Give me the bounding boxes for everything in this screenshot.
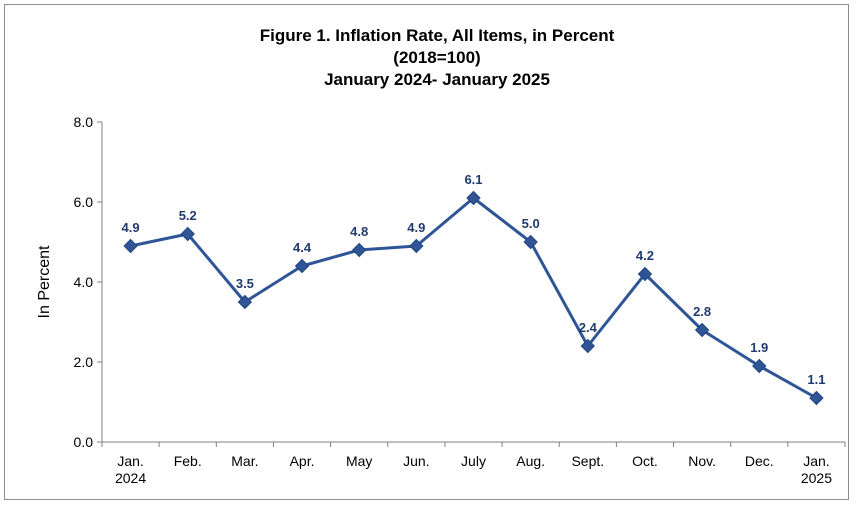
data-label: 3.5: [236, 276, 254, 291]
x-tick-label: Jan.: [803, 453, 829, 469]
data-point-marker: [237, 294, 253, 310]
x-tick-label: Nov.: [688, 453, 716, 469]
data-point-marker: [466, 190, 481, 206]
chart-title-line-2: (2018=100): [393, 48, 480, 67]
data-label: 6.1: [464, 172, 482, 187]
data-point-marker: [180, 226, 195, 242]
x-tick-label: May: [346, 453, 372, 469]
x-tick-label: Mar.: [231, 453, 258, 469]
x-tick-label: Aug.: [516, 453, 545, 469]
data-label: 4.2: [636, 248, 654, 263]
x-tick-label: Feb.: [174, 453, 202, 469]
data-point-marker: [351, 242, 367, 258]
data-label: 4.9: [122, 220, 140, 235]
y-tick-label: 4.0: [74, 274, 94, 290]
data-point-marker: [294, 258, 310, 274]
data-label: 1.1: [807, 372, 825, 387]
x-tick-label: Apr.: [290, 453, 315, 469]
series-line: [130, 196, 818, 400]
x-tick-label: Dec.: [745, 453, 774, 469]
series-group: 4.9 5.2 3.5 4.4 4.8 4.9 6.1 5.0 2.4 4.2 2.8 1.9 1.1: [122, 172, 825, 406]
data-point-marker: [409, 238, 424, 254]
y-tick-label: 8.0: [74, 114, 94, 130]
data-point-marker: [580, 338, 596, 354]
data-label: 4.8: [350, 224, 368, 239]
data-point-marker: [809, 390, 824, 406]
x-tick-label: Jun.: [403, 453, 429, 469]
x-tick-label: 2024: [115, 470, 146, 486]
y-tick-label: 6.0: [74, 194, 94, 210]
data-label: 5.2: [179, 208, 197, 223]
y-tick-label: 2.0: [74, 354, 94, 370]
chart-title: Figure 1. Inflation Rate, All Items, in …: [260, 26, 615, 89]
data-point-marker: [694, 322, 710, 338]
data-label: 4.9: [407, 220, 425, 235]
data-label: 5.0: [522, 216, 540, 231]
chart-frame: Figure 1. Inflation Rate, All Items, in …: [4, 4, 849, 500]
x-tick-label: Sept.: [571, 453, 604, 469]
data-label: 1.9: [750, 340, 768, 355]
chart-title-line-1: Figure 1. Inflation Rate, All Items, in …: [260, 26, 615, 45]
data-label: 2.4: [579, 320, 598, 335]
x-tick-label: Jan.: [117, 453, 143, 469]
data-label: 4.4: [293, 240, 312, 255]
data-label: 2.8: [693, 304, 711, 319]
line-chart: Figure 1. Inflation Rate, All Items, in …: [36, 26, 846, 486]
x-tick-label: 2025: [801, 470, 832, 486]
chart-title-line-3: January 2024- January 2025: [324, 70, 550, 89]
data-point-marker: [523, 234, 538, 250]
x-tick-label: July: [461, 453, 486, 469]
y-tick-label: 0.0: [74, 434, 94, 450]
x-tick-label: Oct.: [632, 453, 658, 469]
data-point-marker: [637, 266, 653, 282]
y-axis-label: In Percent: [36, 245, 53, 318]
data-point-marker: [752, 358, 767, 374]
data-point-marker: [123, 238, 138, 254]
